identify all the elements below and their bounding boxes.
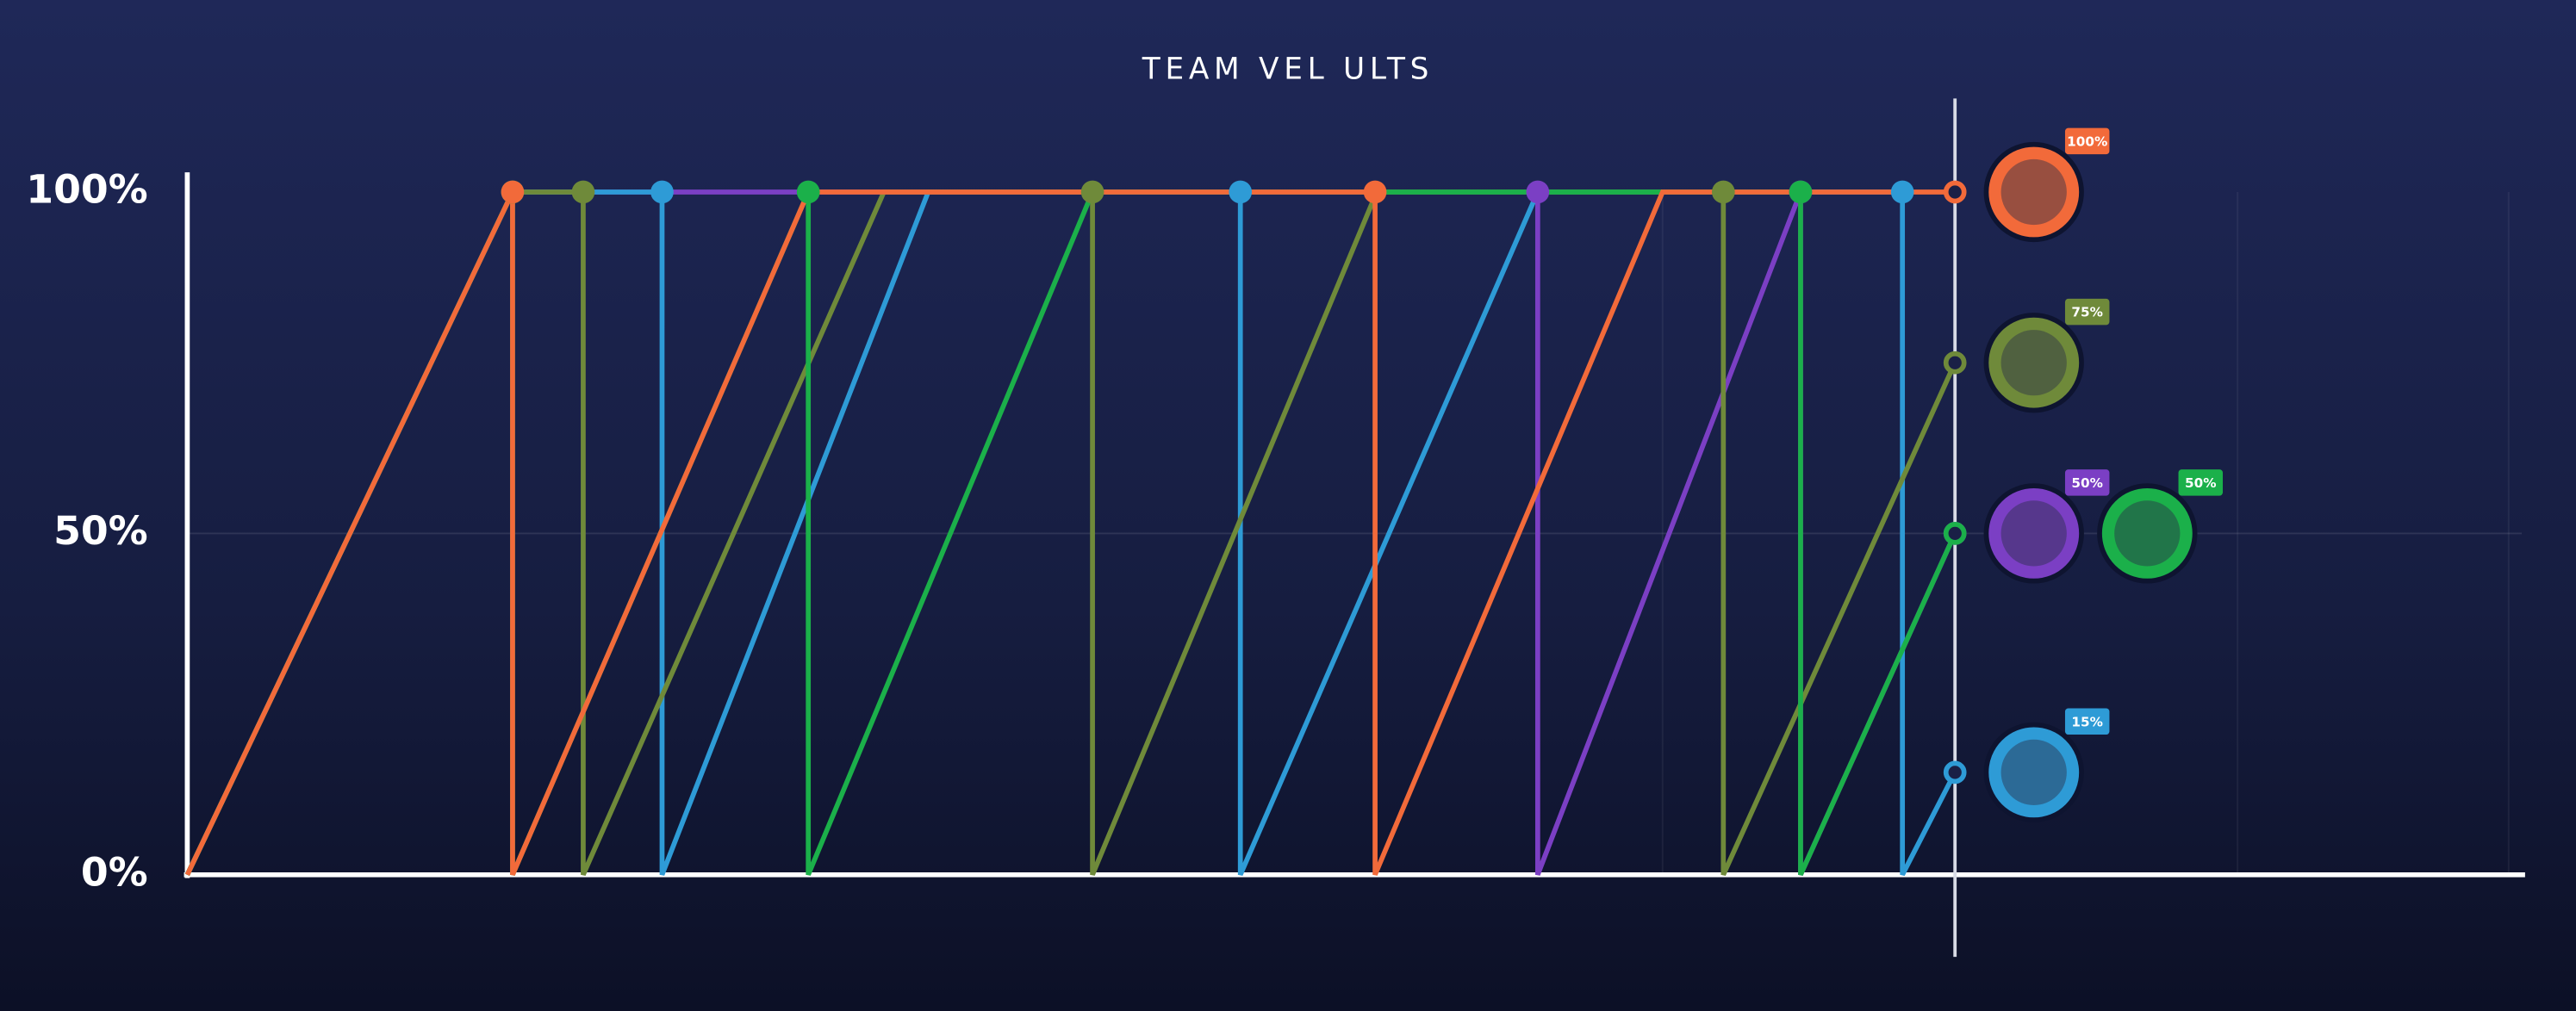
agent-portrait: [1983, 313, 2084, 413]
badge: [2064, 127, 2110, 155]
ult-used-dot: [650, 180, 674, 204]
badge-label: 75%: [2071, 305, 2103, 320]
current-dot: [1943, 760, 1967, 785]
ult-used-dot: [571, 180, 595, 204]
badge: [2064, 298, 2110, 326]
ult-used-dot: [1711, 180, 1735, 204]
current-dot: [1943, 180, 1967, 204]
ult-used-dot: [1526, 180, 1550, 204]
badge-label: 100%: [2067, 133, 2107, 149]
plot: 0% 50% 100% 50% 15% 75% 50% 100%: [26, 98, 2525, 958]
chart-title: TEAM VEL ULTS: [1142, 52, 1434, 86]
agent-portrait-inner: [2000, 158, 2067, 226]
agent-portrait: [1983, 141, 2084, 243]
ult-used-dot: [1080, 180, 1104, 204]
y-tick-label: 100%: [26, 166, 147, 212]
ult-used-dot: [1363, 180, 1387, 204]
ult-used-dot: [1789, 180, 1813, 204]
ult-used-dot: [501, 180, 525, 204]
agent-portrait-inner: [2000, 739, 2067, 806]
current-dot: [1943, 522, 1967, 545]
badge-label: 15%: [2071, 714, 2103, 729]
badge: [2064, 708, 2110, 735]
ult-used-dot: [1890, 180, 1914, 204]
badge-label: 50%: [2071, 475, 2103, 491]
agent-portrait-inner: [2114, 500, 2181, 567]
badge-label: 50%: [2185, 475, 2217, 491]
current-dot: [1943, 350, 1967, 375]
y-tick-label: 50%: [53, 508, 148, 554]
agent-portrait: [1983, 722, 2084, 823]
ult-used-dot: [1229, 180, 1253, 204]
agent-portrait-inner: [2000, 330, 2067, 396]
badge: [2178, 469, 2224, 496]
y-tick-label: 0%: [81, 849, 148, 895]
ult-used-dot: [796, 180, 820, 204]
agent-portrait-inner: [2000, 500, 2067, 567]
badge: [2064, 469, 2110, 496]
agent-portrait: [1983, 483, 2084, 584]
agent-portrait: [2097, 483, 2198, 584]
